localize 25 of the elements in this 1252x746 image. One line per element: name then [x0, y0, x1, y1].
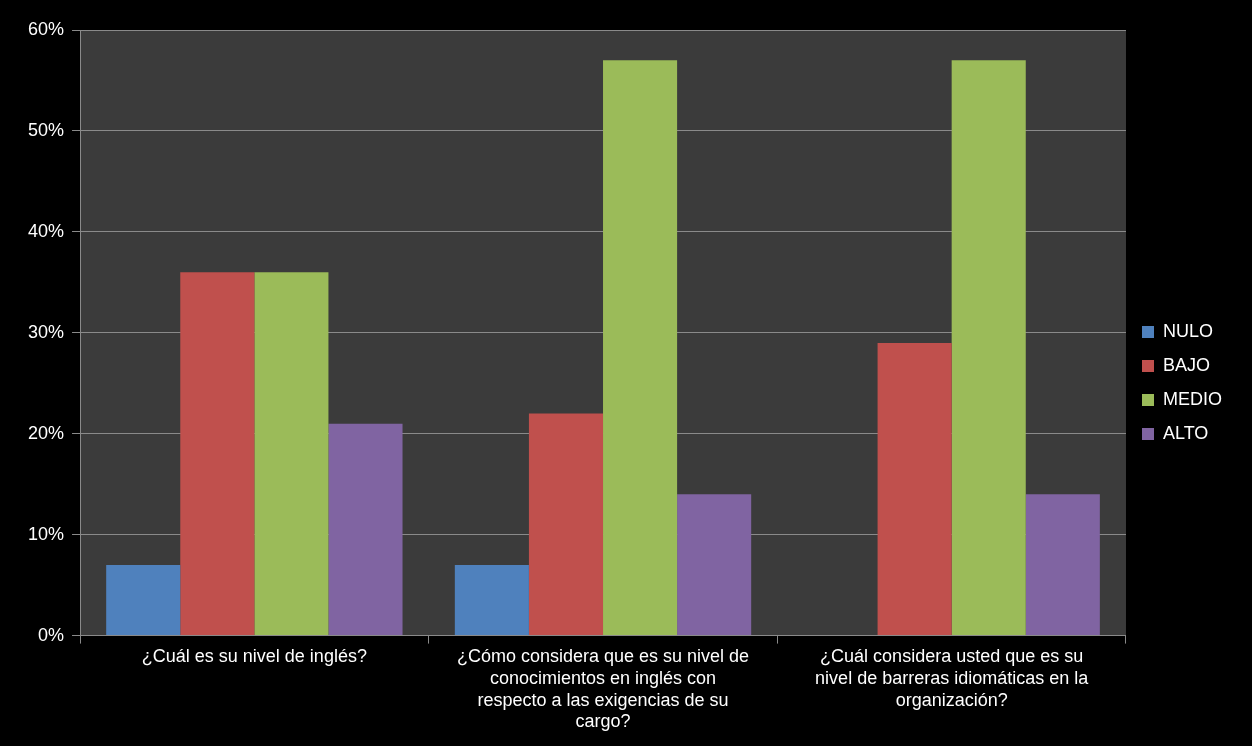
bar: [603, 60, 678, 636]
bar: [106, 564, 181, 636]
legend-label: BAJO: [1163, 354, 1211, 375]
legend-label: ALTO: [1163, 422, 1209, 443]
legend-label: NULO: [1163, 320, 1214, 341]
y-tick-label: 30%: [28, 321, 65, 342]
bar: [180, 272, 255, 636]
y-tick-label: 50%: [28, 119, 65, 140]
bar: [877, 342, 952, 636]
bar: [951, 60, 1026, 636]
bar: [328, 423, 403, 636]
x-tick-label: ¿Cuál es su nivel de inglés?: [141, 646, 367, 667]
y-tick-label: 20%: [28, 422, 65, 443]
bar: [254, 272, 329, 636]
y-tick-label: 60%: [28, 18, 65, 39]
bar: [454, 564, 529, 636]
x-tick-label: ¿Cómo considera que es su nivel de conocimientos en inglés con respecto a las exigencias de su cargo?: [456, 646, 750, 732]
bar: [528, 413, 604, 636]
y-tick-label: 10%: [28, 523, 65, 544]
legend-label: MEDIO: [1163, 388, 1223, 409]
x-tick-label: ¿Cuál considera usted que es su nivel de barreras idiomáticas en la organización?: [815, 646, 1090, 710]
y-tick-label: 0%: [38, 624, 65, 645]
bar: [677, 494, 752, 636]
y-tick-label: 40%: [28, 220, 65, 241]
bar: [1025, 494, 1100, 636]
